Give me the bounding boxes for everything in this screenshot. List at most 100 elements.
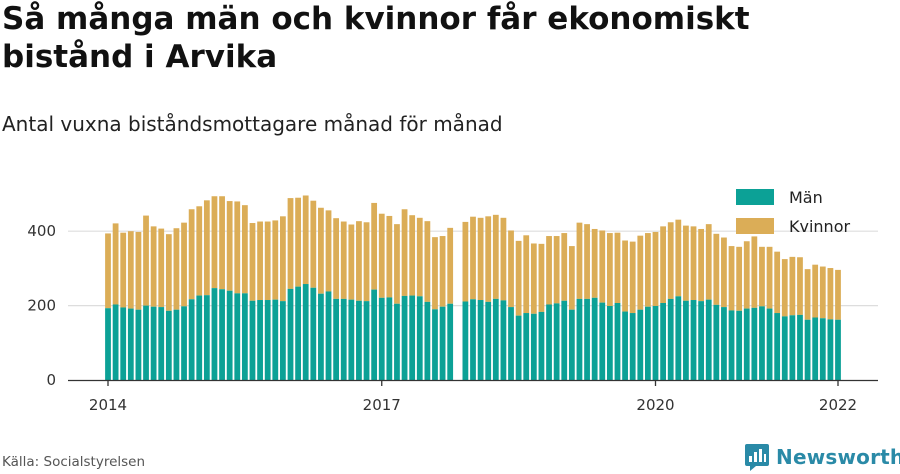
y-axis-ticks: 0 200 400: [27, 222, 56, 389]
bar-man-60: [561, 300, 568, 380]
legend-swatch-women: [736, 218, 774, 234]
bar-kvinnor-7: [158, 228, 165, 308]
bar-man-37: [386, 297, 393, 380]
bar-man-30: [333, 298, 340, 380]
bar-kvinnor-3: [127, 231, 134, 309]
bar-kvinnor-25: [295, 197, 301, 287]
bar-kvinnor-55: [523, 235, 530, 314]
bar-kvinnor-90: [789, 256, 796, 316]
bar-kvinnor-38: [394, 224, 400, 304]
bar-kvinnor-91: [797, 257, 803, 315]
legend-label-men: Män: [789, 188, 823, 207]
bar-kvinnor-8: [165, 234, 172, 311]
bar-man-67: [614, 302, 621, 380]
bar-man-31: [340, 298, 347, 380]
bar-kvinnor-94: [819, 266, 826, 319]
bar-man-4: [135, 309, 142, 380]
bar-man-90: [789, 315, 796, 380]
bar-kvinnor-59: [553, 236, 560, 304]
bar-kvinnor-70: [637, 235, 644, 310]
bar-man-95: [827, 319, 834, 380]
newsworthy-bar-chart-icon: [745, 444, 769, 471]
bar-kvinnor-18: [241, 205, 248, 294]
bar-man-1: [112, 304, 119, 380]
y-tick-label-400: 400: [27, 222, 56, 240]
bar-kvinnor-62: [576, 222, 583, 299]
bar-man-7: [158, 307, 165, 380]
bar-kvinnor-42: [424, 221, 431, 302]
bar-man-91: [797, 314, 803, 380]
bar-kvinnor-89: [781, 259, 788, 317]
bar-man-70: [637, 309, 644, 380]
bar-kvinnor-67: [614, 232, 621, 303]
bar-man-68: [622, 311, 628, 380]
bar-man-96: [835, 319, 841, 380]
bar-kvinnor-69: [629, 241, 636, 314]
bar-man-62: [576, 298, 583, 380]
brand-name: Newsworthy: [776, 445, 900, 469]
x-tick-label-2017: 2017: [363, 396, 401, 414]
bar-kvinnor-65: [599, 230, 606, 303]
bar-kvinnor-36: [378, 213, 385, 298]
chart-subtitle: Antal vuxna biståndsmottagare månad för …: [2, 112, 503, 136]
bar-kvinnor-88: [774, 251, 781, 314]
bar-man-65: [599, 302, 606, 380]
bar-man-63: [584, 298, 590, 380]
x-axis-ticks: 2014 2017 2020 2022: [89, 380, 857, 414]
bar-kvinnor-68: [622, 240, 628, 312]
bar-man-5: [143, 305, 149, 380]
bar-kvinnor-77: [690, 226, 697, 301]
bar-man-26: [302, 284, 309, 380]
bar-man-64: [591, 297, 598, 380]
bar-kvinnor-66: [606, 233, 613, 306]
bar-man-54: [515, 315, 522, 380]
bar-man-0: [105, 308, 111, 380]
bar-kvinnor-24: [287, 198, 294, 289]
bar-kvinnor-75: [675, 219, 682, 297]
bar-man-13: [203, 295, 210, 380]
y-tick-label-200: 200: [27, 297, 56, 315]
bar-man-17: [234, 293, 241, 380]
bar-kvinnor-37: [386, 215, 393, 298]
bar-kvinnor-96: [835, 269, 841, 320]
bar-man-45: [447, 303, 454, 380]
bar-man-8: [165, 310, 172, 380]
bar-man-34: [363, 301, 370, 380]
bar-kvinnor-93: [812, 264, 819, 318]
bar-kvinnor-71: [645, 233, 651, 307]
bar-kvinnor-73: [660, 226, 666, 303]
bar-kvinnor-14: [211, 196, 218, 289]
bar-kvinnor-64: [591, 228, 598, 298]
bar-kvinnor-76: [683, 225, 689, 301]
bar-man-24: [287, 288, 294, 380]
bar-man-89: [781, 316, 788, 380]
bar-kvinnor-33: [356, 221, 362, 301]
bar-man-82: [728, 310, 735, 380]
legend-label-women: Kvinnor: [789, 217, 850, 236]
bar-kvinnor-48: [470, 216, 476, 300]
bar-kvinnor-79: [705, 224, 712, 300]
bar-kvinnor-50: [485, 216, 492, 302]
bar-man-78: [698, 301, 705, 380]
bar-man-81: [721, 307, 727, 380]
bar-kvinnor-54: [515, 240, 522, 316]
bar-man-83: [736, 310, 743, 380]
bar-man-42: [424, 301, 431, 380]
bar-kvinnor-74: [667, 222, 674, 299]
bar-kvinnor-63: [584, 224, 590, 299]
bar-kvinnor-47: [462, 221, 469, 302]
bar-man-86: [759, 306, 765, 380]
brand-logo[interactable]: Newsworthy: [744, 442, 900, 472]
bar-man-14: [211, 288, 218, 380]
bar-man-35: [371, 289, 378, 380]
bar-kvinnor-43: [432, 237, 438, 310]
bar-kvinnor-20: [257, 221, 263, 301]
bar-kvinnor-30: [333, 218, 340, 299]
chart-title: Så många män och kvinnor får ekonomiskt …: [2, 1, 750, 75]
bar-kvinnor-95: [827, 268, 834, 320]
bar-man-94: [819, 318, 826, 380]
bar-man-27: [310, 287, 317, 380]
bar-kvinnor-17: [234, 201, 241, 294]
bar-kvinnor-5: [143, 215, 149, 306]
bar-man-52: [500, 300, 507, 380]
